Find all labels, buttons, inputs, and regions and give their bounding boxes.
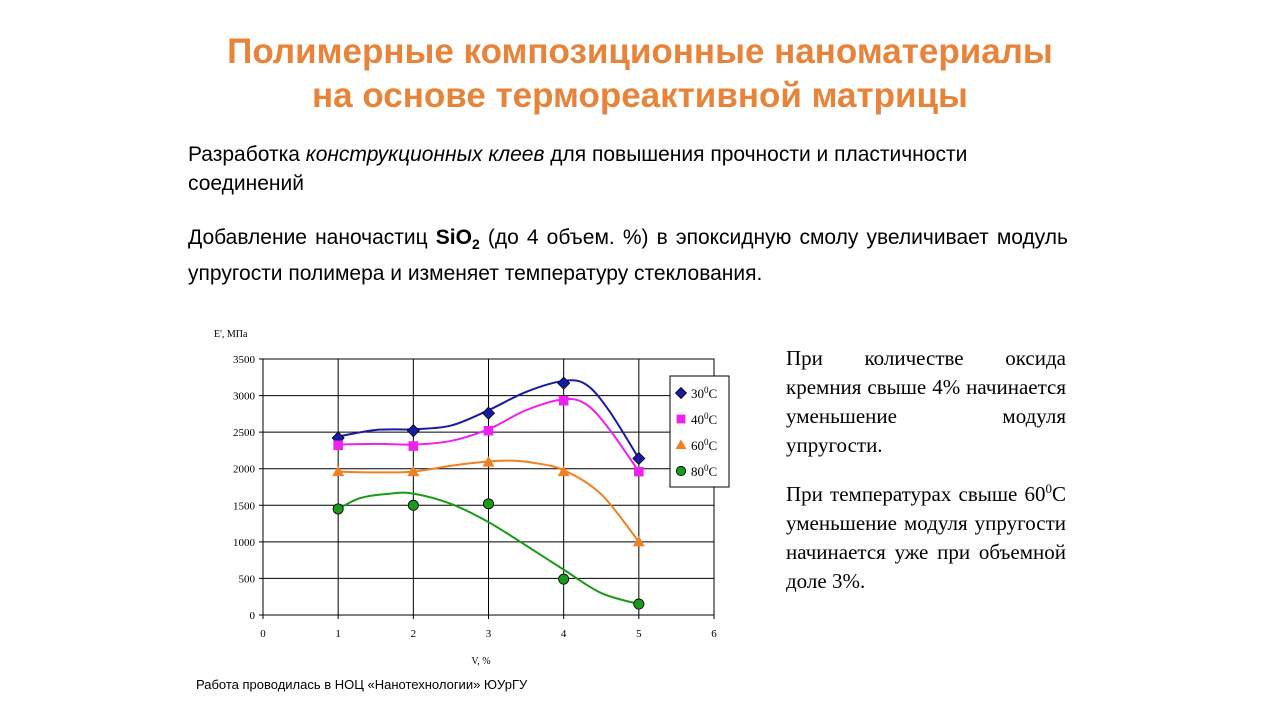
chart-legend: 300C 400C 600C 800C (669, 375, 730, 488)
curve-60 (338, 459, 640, 543)
legend-marker-80 (675, 465, 687, 477)
y-tick-label: 1500 (233, 500, 256, 512)
para2-text-a: Добавление наночастиц (188, 226, 436, 249)
x-axis-label: V, % (471, 656, 490, 667)
para1-emphasis: конструкционных клеев (305, 143, 545, 166)
paragraph-sio2: Добавление наночастиц SiO2 (до 4 объем. … (188, 223, 1068, 288)
data-point-30 (481, 406, 496, 420)
para2-text-c: (до 4 объем. %) в эпоксидную смолу увели… (188, 226, 1068, 286)
curve-40 (338, 397, 640, 473)
x-tick-label: 5 (636, 628, 642, 640)
data-point-80 (633, 598, 645, 610)
data-point-80 (558, 573, 570, 585)
y-tick-label: 500 (239, 573, 256, 585)
chart-grid (259, 358, 715, 619)
x-tick-label: 3 (486, 628, 492, 640)
data-point-30 (557, 376, 571, 390)
legend-marker-40 (676, 414, 686, 424)
chart-markers (331, 376, 646, 610)
y-tick-label: 0 (250, 610, 256, 622)
y-tick-label: 1000 (233, 537, 256, 549)
modulus-chart: E', МПа V, % 050010001500200025003000350… (214, 329, 730, 667)
chart-curves (337, 379, 640, 605)
note-temperature: При температурах свыше 600С уменьшение м… (786, 481, 1066, 593)
chart-ticks: 0 500 1000 1500 2000 2500 3000 3500 0 1 2 3 4 5 6 (233, 354, 717, 640)
y-tick-label: 2000 (233, 464, 256, 476)
data-point-40 (408, 441, 419, 451)
legend-label: 800C (691, 463, 717, 479)
x-tick-label: 4 (561, 628, 567, 640)
data-point-30 (632, 451, 646, 466)
data-point-40 (634, 466, 644, 477)
curve-30 (337, 379, 640, 460)
para1-text-a: Разработка (188, 143, 306, 166)
legend-label: 300C (691, 385, 717, 401)
slide-title: Полимерные композиционные наноматериалы … (0, 30, 1280, 118)
y-tick-label: 3000 (233, 391, 256, 403)
data-point-60 (332, 465, 345, 477)
curve-80 (337, 491, 640, 605)
data-point-40 (558, 395, 569, 406)
x-tick-label: 2 (411, 628, 417, 640)
y-tick-label: 2500 (233, 427, 256, 439)
paragraph-adhesives: Разработка конструкционных клеев для пов… (188, 140, 1068, 198)
data-point-80 (407, 499, 419, 511)
y-tick-label: 3500 (233, 354, 256, 366)
legend-label: 600C (691, 437, 717, 453)
para2-formula: SiO2 (435, 226, 480, 253)
data-point-40 (483, 425, 494, 436)
data-point-30 (406, 424, 420, 438)
y-axis-label: E', МПа (214, 329, 248, 340)
para1-text-c: для повышения прочности и пластичности с… (188, 143, 968, 195)
data-point-60 (557, 465, 570, 477)
data-point-40 (333, 440, 343, 451)
data-point-60 (407, 465, 420, 477)
title-line-1: Полимерные композиционные наноматериалы (227, 32, 1053, 71)
title-line-2: на основе термореактивной матрицы (312, 76, 968, 115)
data-point-80 (332, 503, 344, 515)
footer-note: Работа проводилась в НОЦ «Нанотехнологии… (196, 677, 528, 692)
data-point-60 (482, 456, 495, 467)
data-point-80 (482, 498, 494, 510)
x-tick-label: 1 (335, 628, 341, 640)
x-tick-label: 6 (711, 628, 717, 640)
legend-marker-30 (674, 386, 688, 400)
x-tick-label: 0 (260, 628, 266, 640)
data-point-60 (632, 535, 645, 547)
legend-marker-60 (675, 439, 687, 450)
legend-label: 400C (691, 411, 717, 427)
note-silica: При количестве оксида кремния свыше 4% н… (786, 346, 1066, 457)
